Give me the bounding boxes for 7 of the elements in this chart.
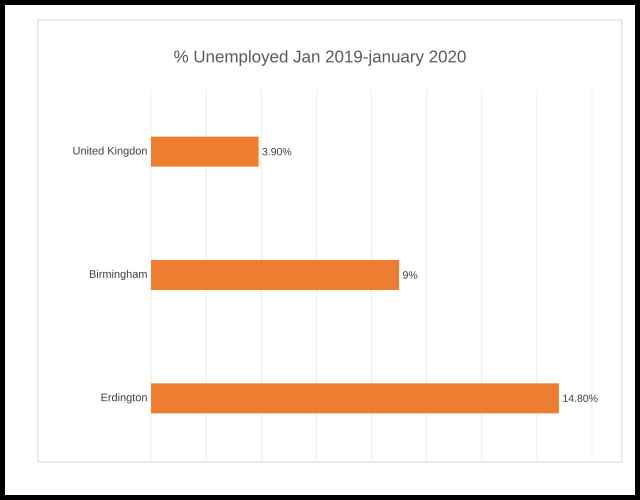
data-label: 9% [403,271,418,279]
data-label: 3.90% [262,148,292,156]
chart-title: % Unemployed Jan 2019-january 2020 [174,50,466,66]
y-tick-label: Birmingham [90,270,147,280]
data-label: 14.80% [563,394,598,402]
y-tick-label: Erdington [101,393,147,404]
y-tick-label: United Kingdon [73,146,147,157]
